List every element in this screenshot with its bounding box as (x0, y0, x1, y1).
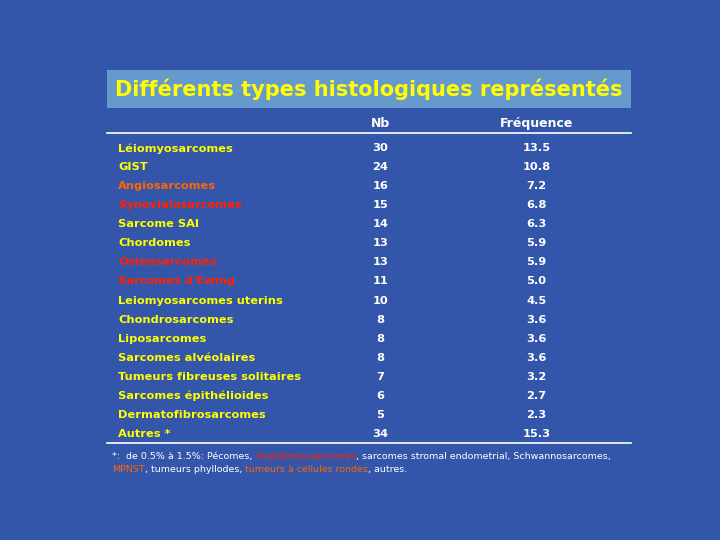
FancyBboxPatch shape (107, 70, 631, 109)
Text: 10: 10 (372, 295, 388, 306)
Text: GIST: GIST (118, 163, 148, 172)
Text: MPNST: MPNST (112, 465, 145, 474)
Text: 3.6: 3.6 (526, 334, 546, 343)
Text: 8: 8 (376, 334, 384, 343)
Text: 34: 34 (372, 429, 388, 438)
Text: Dermatofibrosarcomes: Dermatofibrosarcomes (118, 410, 266, 420)
Text: 6: 6 (376, 390, 384, 401)
Text: Autres *: Autres * (118, 429, 171, 438)
Text: 8: 8 (376, 353, 384, 362)
Text: Sarcomes alvéolaires: Sarcomes alvéolaires (118, 353, 255, 362)
Text: Nb: Nb (371, 117, 390, 130)
Text: 7.2: 7.2 (526, 181, 546, 191)
Text: 5.9: 5.9 (526, 239, 546, 248)
Text: Chondrosarcomes: Chondrosarcomes (118, 314, 233, 325)
Text: Angiosarcomes: Angiosarcomes (118, 181, 216, 191)
Text: 16: 16 (372, 181, 388, 191)
Text: 8: 8 (376, 314, 384, 325)
Text: Sarcomes épithélioides: Sarcomes épithélioides (118, 390, 269, 401)
Text: , sarcomes stromal endometrial, Schwannosarcomes,: , sarcomes stromal endometrial, Schwanno… (356, 453, 611, 461)
Text: Chordomes: Chordomes (118, 239, 190, 248)
Text: 5.0: 5.0 (526, 276, 546, 287)
Text: 13.5: 13.5 (522, 143, 551, 153)
Text: 2.7: 2.7 (526, 390, 546, 401)
Text: 14: 14 (372, 219, 388, 230)
Text: 6.8: 6.8 (526, 200, 546, 211)
Text: rhabdomyosarcomes: rhabdomyosarcomes (256, 453, 356, 461)
Text: *:  de 0.5% à 1.5%: Pécomes,: *: de 0.5% à 1.5%: Pécomes, (112, 453, 256, 461)
Text: 4.5: 4.5 (526, 295, 546, 306)
Text: , autres.: , autres. (369, 465, 408, 474)
Text: 6.3: 6.3 (526, 219, 546, 230)
Text: Différents types histologiques représentés: Différents types histologiques représent… (115, 79, 623, 100)
Text: 15.3: 15.3 (522, 429, 551, 438)
Text: Leiomyosarcomes uterins: Leiomyosarcomes uterins (118, 295, 283, 306)
Text: tumeurs à cellules rondes: tumeurs à cellules rondes (246, 465, 369, 474)
Text: 3.2: 3.2 (526, 372, 546, 382)
Text: 10.8: 10.8 (522, 163, 551, 172)
Text: Synovialosarcomes: Synovialosarcomes (118, 200, 241, 211)
Text: 11: 11 (372, 276, 388, 287)
Text: 5.9: 5.9 (526, 258, 546, 267)
Text: 13: 13 (372, 239, 388, 248)
Text: 5: 5 (377, 410, 384, 420)
Text: 13: 13 (372, 258, 388, 267)
Text: 24: 24 (372, 163, 388, 172)
Text: 30: 30 (372, 143, 388, 153)
Text: 3.6: 3.6 (526, 314, 546, 325)
Text: Léiomyosarcomes: Léiomyosarcomes (118, 143, 233, 153)
Text: 7: 7 (377, 372, 384, 382)
Text: Sarcome SAI: Sarcome SAI (118, 219, 199, 230)
Text: , tumeurs phyllodes,: , tumeurs phyllodes, (145, 465, 246, 474)
Text: Sarcomes d'Ewing: Sarcomes d'Ewing (118, 276, 235, 287)
Text: Osteosarcomes: Osteosarcomes (118, 258, 217, 267)
Text: Tumeurs fibreuses solitaires: Tumeurs fibreuses solitaires (118, 372, 301, 382)
Text: 2.3: 2.3 (526, 410, 546, 420)
Text: 3.6: 3.6 (526, 353, 546, 362)
Text: 15: 15 (372, 200, 388, 211)
Text: Fréquence: Fréquence (500, 117, 573, 130)
Text: Liposarcomes: Liposarcomes (118, 334, 206, 343)
